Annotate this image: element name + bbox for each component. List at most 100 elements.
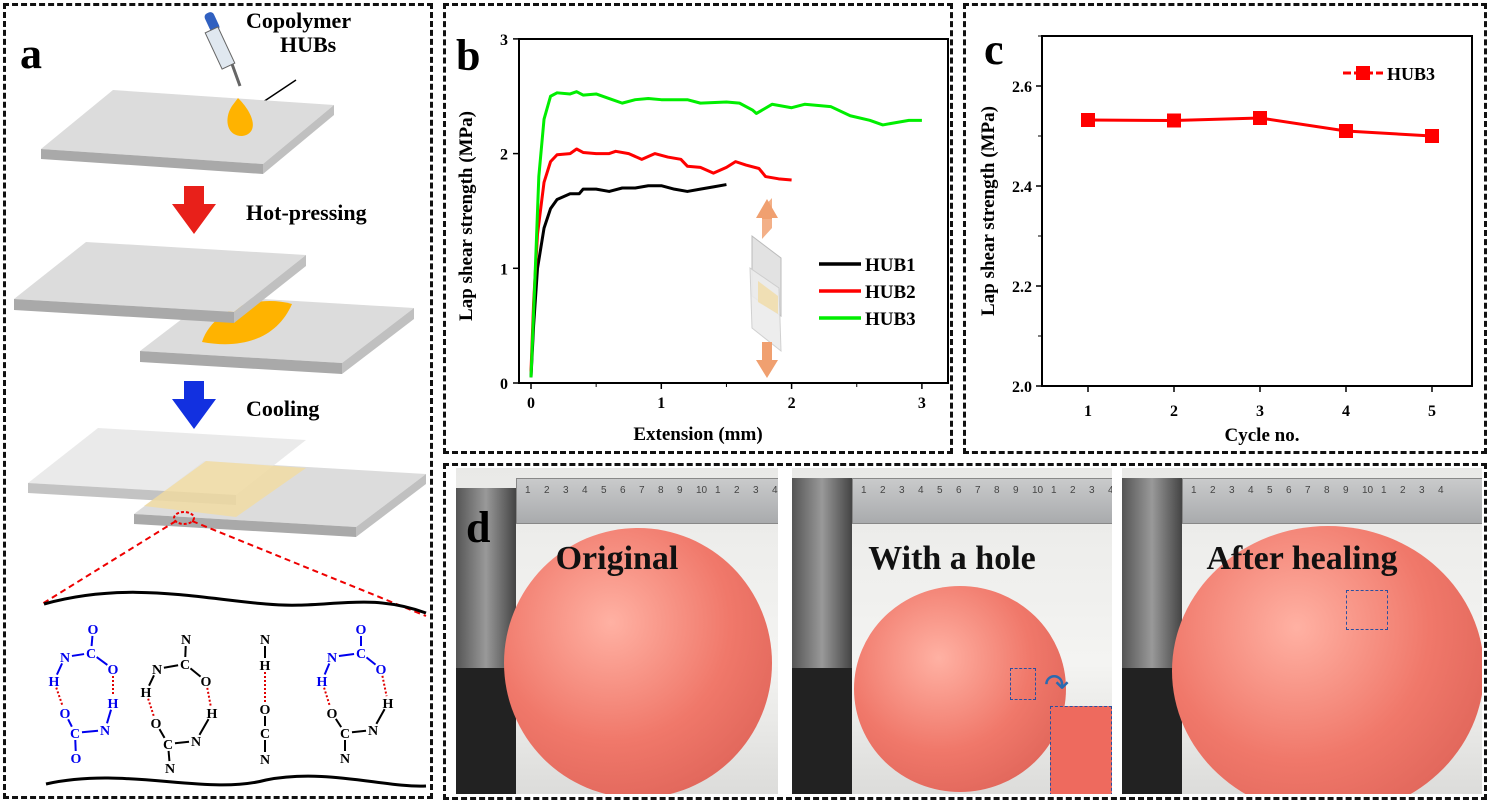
ruler-number: 8 (1324, 485, 1330, 496)
hot-pressing-label: Hot-pressing (246, 200, 367, 225)
ruler-number: 3 (563, 485, 569, 496)
ruler-number: 1 (1381, 485, 1387, 496)
x-axis-label: Extension (mm) (633, 424, 762, 445)
atom-label: H (207, 707, 218, 722)
hydrogen-bond (381, 675, 388, 697)
photo-caption: After healing (1206, 540, 1398, 577)
panel-c: c Cycle no. Lap shear strength (MPa) 1 2 3… (963, 3, 1487, 454)
covalent-bond (56, 662, 63, 676)
ruler-number: 8 (994, 485, 1000, 496)
panel-label-c: c (984, 25, 1004, 74)
atom-label: C (180, 658, 190, 673)
ruler-number: 9 (1343, 485, 1349, 496)
ruler-number: 2 (1070, 485, 1076, 496)
series-line-hub3 (529, 90, 922, 378)
atom-label: O (356, 623, 367, 638)
atom-label: N (368, 724, 378, 739)
balloon (854, 586, 1066, 792)
atom-label: N (260, 633, 270, 648)
polymer-chain-bottom (45, 774, 427, 788)
series-line-hub2 (529, 147, 792, 372)
covalent-bond (198, 718, 210, 736)
adhesive-drop (227, 98, 253, 136)
atom-label: O (260, 703, 271, 718)
legend-label: HUB3 (1387, 64, 1435, 84)
atom-label: N (100, 724, 110, 739)
x-tick-label: 3 (918, 395, 926, 412)
legend-label: HUB1 (865, 255, 916, 276)
x-tick-label: 3 (1256, 403, 1264, 420)
atom-label: N (260, 753, 270, 768)
ruler-number: 8 (658, 485, 664, 496)
photo-caption: Original (555, 540, 679, 577)
panel-d: 1 2 3 4 5 6 7 8 9 10 1 2 3 4 Original 1 2 3 4 5 6 7 8 9 10 1 2 3 4… (443, 463, 1487, 800)
atom-label: N (165, 762, 175, 777)
atom-label: C (70, 727, 80, 742)
atom-label: O (108, 663, 119, 678)
clamp (792, 478, 852, 668)
panel-label-b: b (456, 31, 480, 80)
ruler-number: 5 (1267, 485, 1273, 496)
ruler-number: 2 (544, 485, 550, 496)
photo-original: 1 2 3 4 5 6 7 8 9 10 1 2 3 4 Original (456, 468, 778, 794)
covalent-bond (174, 740, 190, 745)
ruler-number: 4 (772, 485, 778, 496)
hubs-label: HUBs (280, 32, 337, 57)
atom-label: O (327, 707, 338, 722)
ruler-number: 10 (1032, 485, 1044, 496)
ruler: 1 2 3 4 5 6 7 8 9 10 1 2 3 4 (516, 478, 778, 524)
cooling-label: Cooling (246, 396, 319, 421)
hole-marker (1010, 668, 1036, 700)
data-point (1081, 113, 1095, 127)
x-tick-label: 0 (527, 395, 535, 412)
photo-caption: With a hole (868, 540, 1036, 577)
covalent-bond (96, 656, 108, 666)
atom-label: O (60, 707, 71, 722)
covalent-bond (375, 708, 386, 725)
atom-label: H (383, 697, 394, 712)
atom-label: N (152, 663, 162, 678)
chart-lap-shear-vs-cycle: c Cycle no. Lap shear strength (MPa) 1 2 3… (978, 25, 1473, 446)
panel-label-d: d (466, 503, 491, 552)
substrate-plate (14, 242, 306, 323)
ruler-number: 4 (1438, 485, 1444, 496)
panel-b: b Extension (mm) Lap shear strength (MPa… (443, 3, 953, 454)
y-axis-label: Lap shear strength (MPa) (456, 111, 477, 321)
ruler-number: 10 (1362, 485, 1374, 496)
y-tick-label: 3 (500, 32, 508, 49)
y-tick-label: 2.0 (1012, 379, 1032, 396)
healed-area-marker (1346, 590, 1388, 630)
covalent-bond (163, 664, 179, 669)
x-tick-label: 2 (1170, 403, 1178, 420)
ruler-number: 7 (1305, 485, 1311, 496)
ruler-number: 2 (880, 485, 886, 496)
y-tick-label: 2.6 (1012, 79, 1032, 96)
atom-label: H (141, 686, 152, 701)
data-point (1253, 111, 1267, 125)
x-tick-label: 2 (788, 395, 796, 412)
copolymer-label: Copolymer (246, 8, 351, 33)
ruler-number: 5 (937, 485, 943, 496)
atom-label: O (376, 663, 387, 678)
atom-label: O (151, 717, 162, 732)
covalent-bond (148, 674, 155, 687)
ruler-number: 10 (696, 485, 708, 496)
chart-lap-shear-vs-extension: b Extension (mm) Lap shear strength (MPa… (456, 31, 949, 445)
legend-label: HUB2 (865, 282, 916, 303)
covalent-bond (81, 729, 99, 734)
ruler-number: 3 (1089, 485, 1095, 496)
legend-marker (1356, 66, 1370, 80)
ruler: 1 2 3 4 5 6 7 8 9 10 1 2 3 4 (1182, 478, 1482, 524)
ruler-number: 1 (1051, 485, 1057, 496)
ruler-number: 1 (1191, 485, 1197, 496)
covalent-bond (189, 667, 202, 678)
hole-zoom-inset (1050, 706, 1112, 794)
adhesive-layer (202, 301, 292, 345)
data-point (1339, 124, 1353, 138)
covalent-bond (334, 718, 343, 728)
adhesion-process-diagram: a Copolymer HUBs Hot-pressing (14, 8, 427, 788)
y-tick-label: 0 (500, 376, 508, 393)
covalent-bond (351, 729, 367, 734)
panel-label-a: a (20, 29, 42, 78)
